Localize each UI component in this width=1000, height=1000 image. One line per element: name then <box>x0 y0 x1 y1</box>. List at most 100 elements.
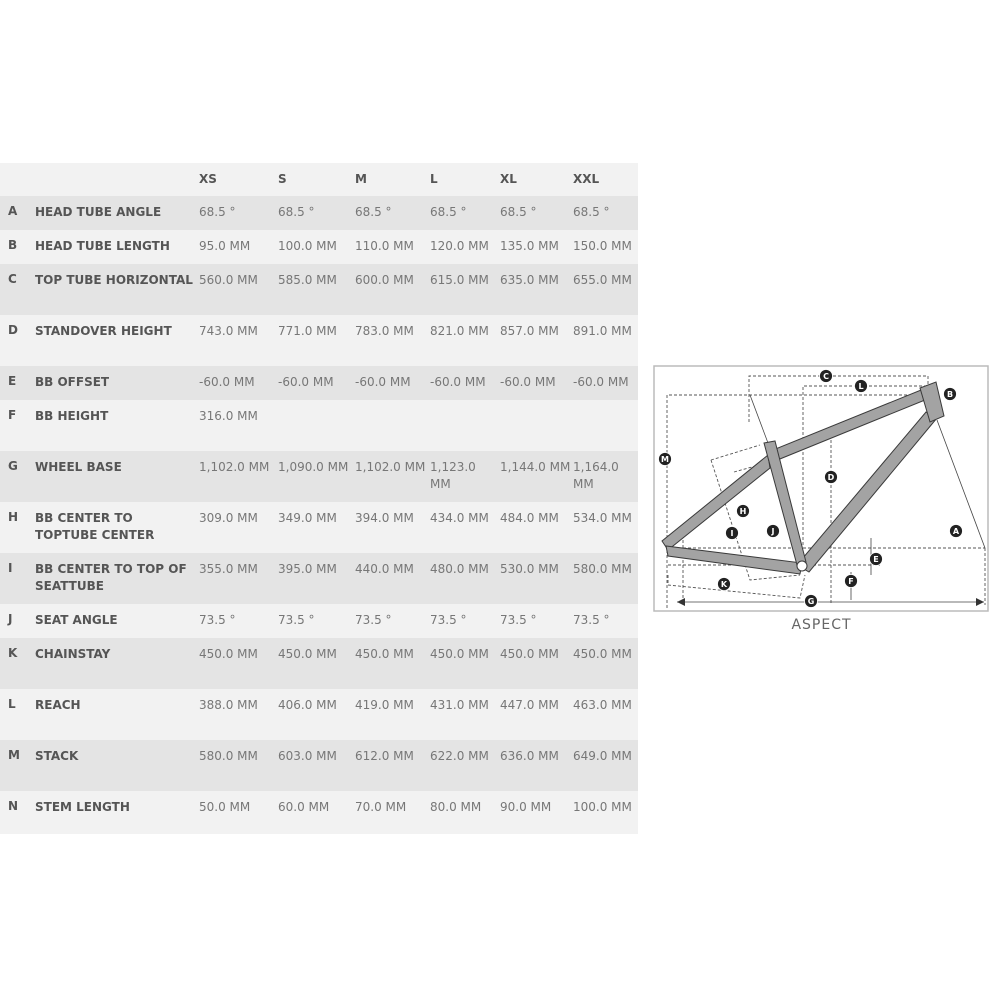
row-value: 450.0 MM <box>278 647 337 661</box>
row-value: 821.0 MM <box>430 324 489 338</box>
row-value: 615.0 MM <box>430 273 489 287</box>
marker-a: A <box>949 524 963 538</box>
row-label: HEAD TUBE ANGLE <box>35 205 162 219</box>
marker-label: L <box>858 382 863 391</box>
down-tube <box>796 411 938 573</box>
row-value: 70.0 MM <box>355 800 407 814</box>
row-value: 431.0 MM <box>430 698 489 712</box>
row-value: 1,102.0 MM <box>199 460 270 474</box>
row-value: -60.0 MM <box>278 375 334 389</box>
table-row: K CHAINSTAY 450.0 MM 450.0 MM 450.0 MM 450.0 … <box>0 638 638 689</box>
table-row: D STANDOVER HEIGHT 743.0 MM 771.0 MM 783.0 M… <box>0 315 638 366</box>
row-value: 73.5 ° <box>355 613 392 627</box>
row-value: 612.0 MM <box>355 749 414 763</box>
row-value <box>430 400 500 451</box>
row-letter: K <box>8 646 18 660</box>
row-value: 440.0 MM <box>355 562 414 576</box>
row-value: 1,144.0 MM <box>500 460 571 474</box>
row-value: 1,164.0 MM <box>573 460 619 491</box>
row-letter: H <box>8 510 19 524</box>
marker-label: K <box>721 580 728 589</box>
table-row: J SEAT ANGLE 73.5 ° 73.5 ° 73.5 ° 73.5 ° 73.5 … <box>0 604 638 638</box>
row-label: BB HEIGHT <box>35 409 109 423</box>
row-value: 636.0 MM <box>500 749 559 763</box>
row-value: 80.0 MM <box>430 800 482 814</box>
marker-label: E <box>873 555 878 564</box>
size-header: XL <box>500 172 517 186</box>
marker-l: L <box>854 379 868 393</box>
row-letter: G <box>8 459 18 473</box>
row-value <box>278 400 355 451</box>
marker-label: M <box>661 455 669 464</box>
row-value: 580.0 MM <box>199 749 258 763</box>
row-value: 355.0 MM <box>199 562 258 576</box>
table-row: A HEAD TUBE ANGLE 68.5 ° 68.5 ° 68.5 ° 68.5 °… <box>0 196 638 230</box>
row-letter: A <box>8 204 18 218</box>
marker-j: J <box>766 524 780 538</box>
row-letter: M <box>8 748 20 762</box>
row-letter: N <box>8 799 19 813</box>
row-value: 1,123.0 MM <box>430 460 476 491</box>
size-header: XS <box>199 172 217 186</box>
marker-label: F <box>848 577 853 586</box>
marker-d: D <box>824 470 838 484</box>
marker-label: D <box>828 473 835 482</box>
row-value: 316.0 MM <box>199 409 258 423</box>
row-value: 68.5 ° <box>355 205 392 219</box>
marker-label: C <box>823 372 829 381</box>
row-label: REACH <box>35 698 81 712</box>
marker-label: A <box>953 527 960 536</box>
marker-f: F <box>844 574 858 588</box>
row-value: 349.0 MM <box>278 511 337 525</box>
diagram-caption: ASPECT <box>791 617 852 633</box>
row-label: BB CENTER TO TOP OF SEATTUBE <box>35 562 187 593</box>
row-value: 68.5 ° <box>430 205 467 219</box>
row-value: -60.0 MM <box>573 375 629 389</box>
marker-label: B <box>947 390 953 399</box>
row-value: 395.0 MM <box>278 562 337 576</box>
row-value: 530.0 MM <box>500 562 559 576</box>
row-value: 534.0 MM <box>573 511 632 525</box>
row-label: HEAD TUBE LENGTH <box>35 239 170 253</box>
dimension-markers: A B C D E F G H I J K L M <box>658 369 963 608</box>
row-value: 484.0 MM <box>500 511 559 525</box>
table-row: H BB CENTER TO TOPTUBE CENTER 309.0 MM 349.… <box>0 502 638 553</box>
row-value: 857.0 MM <box>500 324 559 338</box>
row-letter: B <box>8 238 18 252</box>
row-value: 388.0 MM <box>199 698 258 712</box>
row-label: STEM LENGTH <box>35 800 130 814</box>
row-value: 135.0 MM <box>500 239 559 253</box>
table-row: M STACK 580.0 MM 603.0 MM 612.0 MM 622.0 MM 63… <box>0 740 638 791</box>
row-label: SEAT ANGLE <box>35 613 118 627</box>
size-header: M <box>355 172 367 186</box>
row-value: 447.0 MM <box>500 698 559 712</box>
row-value: 68.5 ° <box>278 205 315 219</box>
row-letter: E <box>8 374 17 388</box>
table-row: N STEM LENGTH 50.0 MM 60.0 MM 70.0 MM 80.0 MM… <box>0 791 638 834</box>
row-label: TOP TUBE HORIZONTAL <box>35 273 193 287</box>
row-value: 743.0 MM <box>199 324 258 338</box>
table-row: C TOP TUBE HORIZONTAL 560.0 MM 585.0 MM 600.… <box>0 264 638 315</box>
row-value: 603.0 MM <box>278 749 337 763</box>
row-value: 434.0 MM <box>430 511 489 525</box>
head-tube <box>919 381 945 423</box>
marker-g: G <box>804 594 818 608</box>
row-label: CHAINSTAY <box>35 647 111 661</box>
row-value: -60.0 MM <box>430 375 486 389</box>
row-value: 73.5 ° <box>278 613 315 627</box>
row-value: 95.0 MM <box>199 239 251 253</box>
row-label: STANDOVER HEIGHT <box>35 324 172 338</box>
marker-c: C <box>819 369 833 383</box>
row-value: 73.5 ° <box>430 613 467 627</box>
row-label: STACK <box>35 749 79 763</box>
row-value: 394.0 MM <box>355 511 414 525</box>
row-value: 622.0 MM <box>430 749 489 763</box>
table-row: E BB OFFSET -60.0 MM -60.0 MM -60.0 MM -60.0 … <box>0 366 638 400</box>
bike-frame <box>661 381 945 575</box>
row-letter: I <box>8 561 13 575</box>
marker-label: J <box>771 527 775 536</box>
row-value: 600.0 MM <box>355 273 414 287</box>
row-value <box>355 400 430 451</box>
table-row: L REACH 388.0 MM 406.0 MM 419.0 MM 431.0 MM 44… <box>0 689 638 740</box>
row-value: 891.0 MM <box>573 324 632 338</box>
